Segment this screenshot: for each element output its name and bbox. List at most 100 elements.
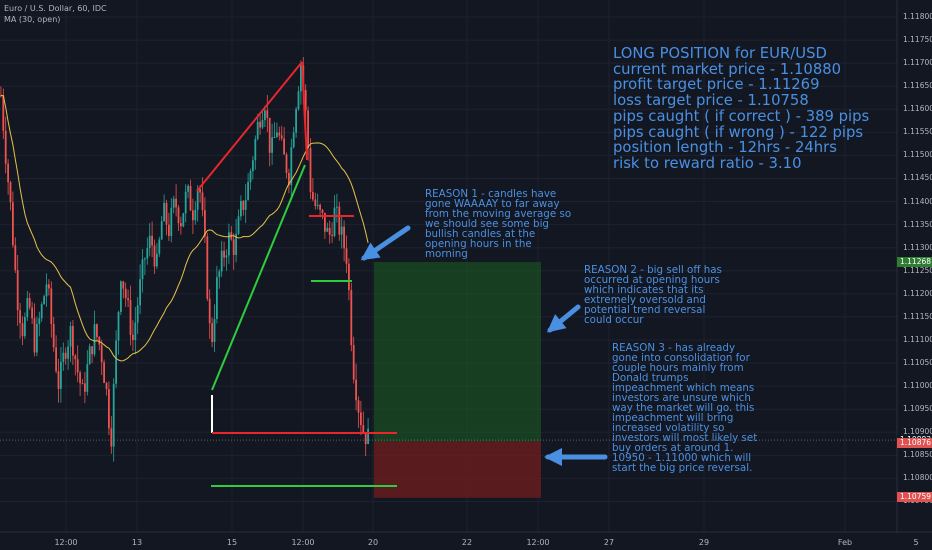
arrow-head — [544, 448, 562, 466]
candle-body — [4, 130, 7, 164]
candle-body — [84, 383, 86, 392]
candle-body — [62, 352, 65, 362]
candle-body — [352, 345, 355, 380]
candle-body — [36, 324, 38, 353]
profit-target-zone — [374, 262, 541, 442]
candle-body — [211, 323, 213, 342]
price-tick-label: 1.10800 — [903, 473, 932, 483]
candle-body — [156, 253, 158, 267]
candle-body — [28, 298, 31, 308]
candle-body — [93, 324, 96, 355]
candle-body — [295, 109, 297, 133]
symbol-title[interactable]: Euro / U.S. Dollar, 60, IDC — [4, 4, 107, 13]
candle-body — [153, 245, 156, 267]
candle-body — [333, 207, 336, 236]
price-tick-label: 1.11800 — [903, 12, 932, 21]
candle-body — [367, 428, 369, 445]
candle-body — [108, 389, 110, 429]
candle-body — [175, 198, 177, 208]
candle-body — [244, 199, 247, 210]
summary-line: profit target price - 1.11269 — [613, 76, 820, 94]
candle-body — [319, 204, 321, 210]
time-tick-label: 12:00 — [54, 538, 78, 547]
candle-body — [168, 224, 170, 237]
candle-body — [216, 277, 218, 320]
candle-body — [204, 210, 206, 237]
candle-body — [278, 132, 281, 136]
candle-body — [127, 298, 129, 301]
candle-body — [247, 182, 249, 200]
candle-body — [67, 346, 69, 359]
candle-body — [60, 361, 62, 389]
candle-body — [194, 209, 197, 221]
time-tick-label: 5 — [913, 538, 919, 547]
summary-line: LONG POSITION for EUR/USD — [613, 45, 827, 62]
candle-body — [208, 298, 211, 324]
summary-line: loss target price - 1.10758 — [613, 92, 809, 110]
candle-body — [237, 216, 240, 234]
candle-body — [38, 318, 41, 325]
summary-line: risk to reward ratio - 3.10 — [613, 154, 802, 172]
price-tick-label: 1.11300 — [903, 242, 932, 252]
candle-body — [343, 226, 345, 249]
candle-body — [88, 346, 91, 365]
candle-body — [141, 259, 144, 280]
price-tick-label: 1.10900 — [903, 427, 932, 437]
candle-body — [12, 202, 14, 246]
price-tick-label: 1.11250 — [903, 265, 932, 275]
candle-body — [69, 325, 72, 347]
candle-body — [206, 236, 209, 299]
candle-body — [112, 383, 115, 447]
candle-body — [144, 258, 146, 260]
candle-body — [220, 250, 223, 272]
candle-body — [76, 359, 79, 373]
candle-body — [288, 172, 290, 186]
candle-body — [105, 383, 108, 390]
price-tick-label: 1.10850 — [903, 450, 932, 460]
candle-body — [165, 202, 168, 225]
price-tick-label: 1.11100 — [903, 334, 932, 344]
candle-body — [256, 121, 259, 139]
candle-body — [249, 171, 252, 183]
candle-body — [86, 364, 89, 392]
candle-body — [285, 154, 288, 173]
candle-body — [9, 182, 12, 203]
candle-body — [218, 271, 221, 278]
candle-body — [24, 317, 26, 337]
candle-body — [7, 163, 9, 183]
candle-body — [26, 298, 29, 318]
time-tick-label: 22 — [461, 538, 473, 547]
candle-body — [252, 160, 254, 172]
candle-body — [345, 248, 348, 264]
price-tick-label: 1.11750 — [903, 35, 932, 45]
candle-body — [43, 296, 45, 305]
candle-body — [91, 346, 93, 355]
candle-body — [33, 318, 36, 353]
price-tick-label: 1.11500 — [903, 150, 932, 160]
time-tick-label: 13 — [131, 538, 143, 547]
candle-body — [276, 132, 278, 138]
candle-body — [273, 137, 276, 139]
candle-body — [100, 344, 103, 363]
candle-body — [338, 206, 341, 235]
candle-body — [31, 307, 33, 319]
candle-body — [55, 347, 57, 372]
summary-line: current market price - 1.10880 — [613, 60, 842, 78]
time-tick-label: 15 — [226, 538, 238, 547]
candle-body — [129, 300, 132, 335]
candle-body — [266, 110, 269, 118]
price-tick-label: 1.11400 — [903, 196, 932, 206]
red-trendline — [196, 61, 303, 192]
candle-body — [180, 223, 182, 227]
candle-body — [122, 281, 125, 289]
candle-body — [240, 200, 242, 217]
candle-body — [261, 120, 264, 128]
indicator-label[interactable]: MA (30, open) — [4, 15, 61, 24]
summary-line: pips caught ( if wrong ) - 122 pips — [613, 123, 864, 141]
candle-body — [117, 311, 120, 341]
candle-body — [98, 337, 101, 345]
candle-body — [134, 322, 137, 341]
candle-body — [316, 204, 319, 206]
candle-body — [146, 248, 149, 259]
